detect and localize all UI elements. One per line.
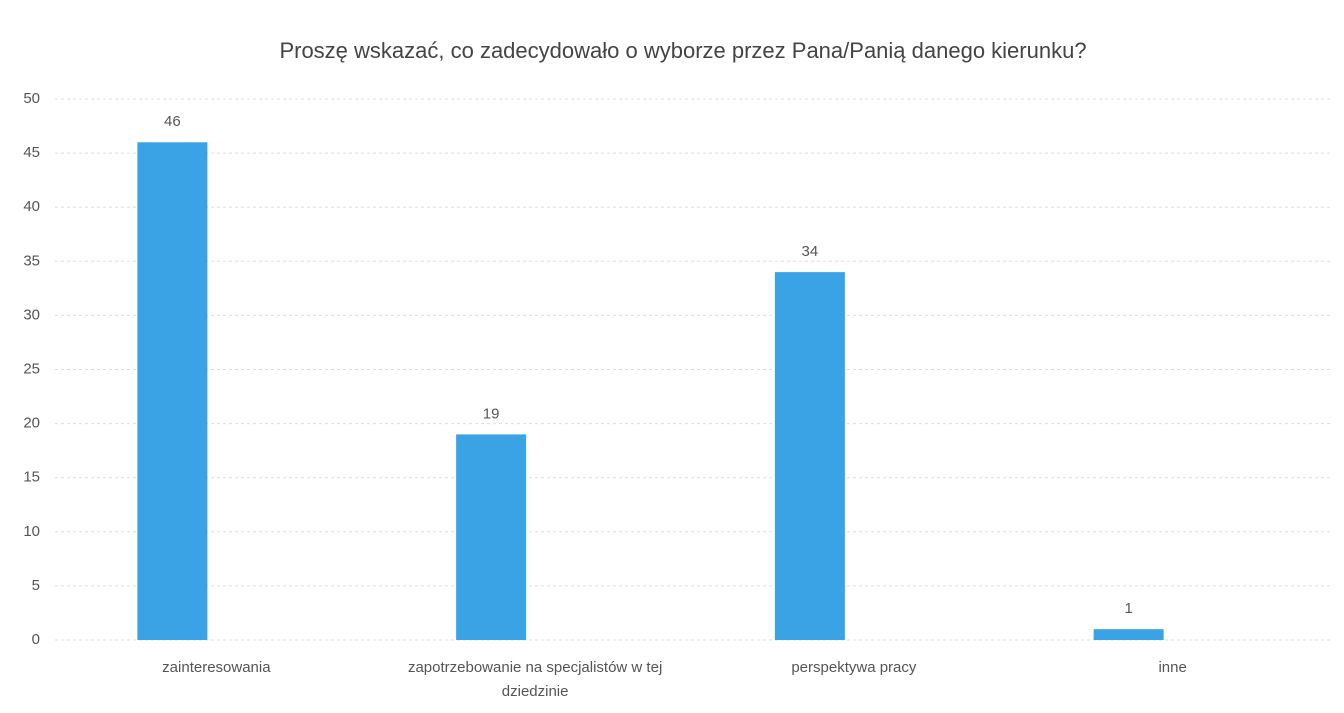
bar xyxy=(137,142,208,640)
y-tick-label: 20 xyxy=(23,415,40,432)
data-label: 46 xyxy=(164,113,181,130)
y-tick-label: 40 xyxy=(23,198,40,215)
data-label: 1 xyxy=(1124,600,1132,617)
y-tick-label: 5 xyxy=(32,577,40,594)
y-tick-label: 25 xyxy=(23,360,40,377)
bar xyxy=(774,272,845,640)
y-tick-label: 0 xyxy=(32,631,40,648)
y-tick-label: 35 xyxy=(23,252,40,269)
x-tick-label: perspektywa pracy xyxy=(791,659,917,676)
y-tick-label: 45 xyxy=(23,144,40,161)
data-label: 34 xyxy=(802,243,819,260)
y-tick-label: 15 xyxy=(23,469,40,486)
y-tick-label: 50 xyxy=(23,90,40,107)
chart-title: Proszę wskazać, co zadecydowało o wyborz… xyxy=(279,38,1086,63)
bar xyxy=(1093,629,1164,640)
y-tick-label: 30 xyxy=(23,306,40,323)
y-tick-label: 10 xyxy=(23,523,40,540)
x-tick-label: zainteresowania xyxy=(162,659,271,676)
bar xyxy=(456,434,527,640)
x-tick-label: inne xyxy=(1158,659,1186,676)
data-label: 19 xyxy=(483,405,500,422)
x-tick-label: zapotrzebowanie na specjalistów w tej dzi… xyxy=(408,659,662,700)
